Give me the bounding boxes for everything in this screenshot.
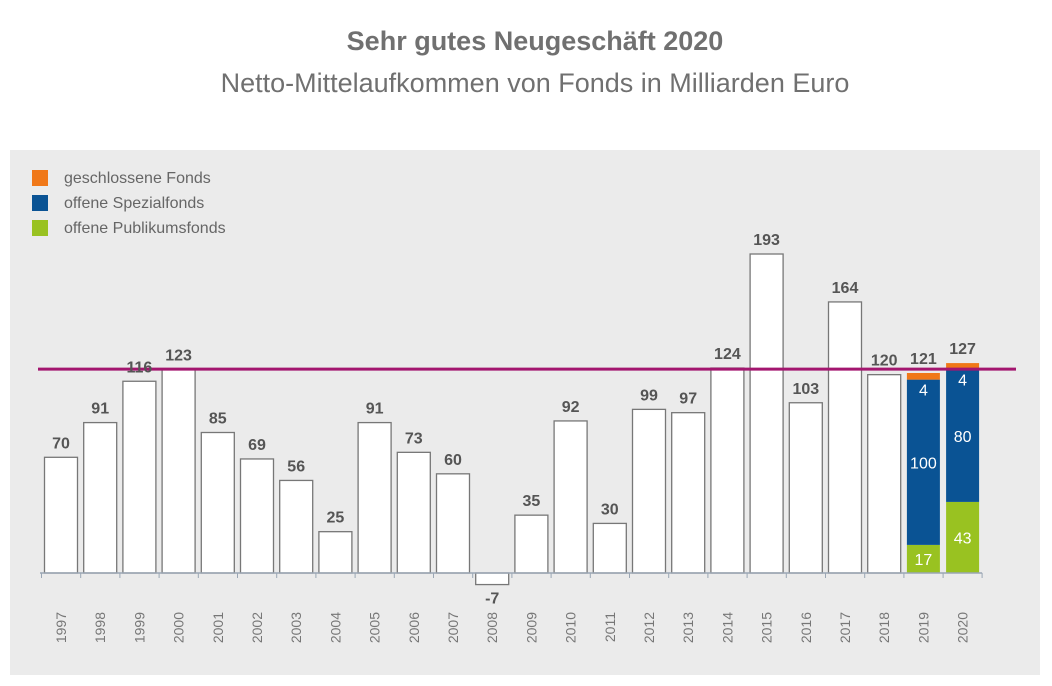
bar-segment-2019 [906, 373, 940, 380]
total-label-2011: 30 [601, 501, 619, 518]
year-label-1997: 1997 [53, 612, 69, 643]
bar-2017 [827, 301, 863, 574]
total-label-1998: 91 [91, 401, 109, 418]
total-label-2013: 97 [679, 391, 697, 408]
segment-label: 4 [919, 383, 928, 400]
year-label-2013: 2013 [680, 612, 696, 643]
total-label-1999: 116 [126, 359, 152, 376]
bar-segment-2020 [946, 501, 980, 573]
total-label-2012: 99 [640, 387, 658, 404]
bar-2004 [318, 531, 353, 574]
legend-swatch [32, 220, 48, 236]
year-label-2009: 2009 [523, 612, 539, 643]
legend-label: offene Spezialfonds [64, 195, 204, 212]
total-label-2007: 60 [444, 452, 462, 469]
bar-2002 [239, 458, 275, 574]
year-label-2000: 2000 [171, 612, 187, 643]
legend-swatch [32, 170, 48, 186]
total-label-2009: 35 [523, 493, 541, 510]
bar-2015 [749, 253, 784, 574]
bar-2008 [475, 572, 510, 586]
bar-2001 [200, 431, 235, 574]
bar-1998 [83, 421, 118, 574]
bar-2010 [553, 420, 588, 574]
total-label-2015: 193 [753, 232, 780, 249]
total-label-2018: 120 [871, 353, 898, 370]
bar-2005 [357, 421, 392, 574]
total-label-2014: 124 [714, 346, 741, 363]
bar-segment-2020 [946, 369, 980, 502]
bar-2003 [279, 479, 314, 574]
bar-1997 [43, 456, 79, 574]
year-label-2004: 2004 [327, 612, 343, 643]
bar-2014 [710, 367, 745, 574]
bar-segment-2019 [906, 379, 940, 545]
year-label-2020: 2020 [955, 612, 971, 643]
legend: geschlossene Fonds offene Spezialfonds off… [32, 170, 226, 237]
bar-segment-2019 [906, 544, 940, 573]
segment-label: 43 [954, 530, 972, 547]
total-label-2006: 73 [405, 430, 423, 447]
segment-label: 4 [958, 373, 967, 390]
total-label-2002: 69 [248, 437, 266, 454]
bars [43, 253, 980, 586]
segment-label: 80 [954, 429, 972, 446]
year-label-2015: 2015 [759, 612, 775, 643]
bar-2013 [671, 412, 706, 574]
bar-1999 [122, 380, 157, 574]
year-label-2005: 2005 [367, 612, 383, 643]
year-label-2001: 2001 [210, 612, 226, 643]
chart-subtitle: Netto-Mittelaufkommen von Fonds in Milli… [220, 68, 850, 98]
total-label-2000: 123 [165, 348, 192, 365]
segment-label: 17 [915, 552, 933, 569]
legend-swatch [32, 195, 48, 211]
total-label-2003: 56 [287, 458, 305, 475]
year-label-2003: 2003 [288, 612, 304, 643]
year-label-2018: 2018 [876, 612, 892, 643]
year-label-2007: 2007 [445, 612, 461, 643]
value-labels: 70 91 116 123 85 69 56 25 91 73 60 -7 35 92 30 99 97 124 1… [52, 232, 976, 608]
chart-title: Sehr gutes Neugeschäft 2020 [346, 26, 724, 56]
year-label-2008: 2008 [484, 612, 500, 643]
total-label-2017: 164 [832, 280, 859, 297]
year-label-2002: 2002 [249, 612, 265, 643]
year-label-2011: 2011 [602, 612, 618, 642]
total-label-2016: 103 [792, 381, 819, 398]
bar-2011 [592, 522, 627, 574]
year-label-2006: 2006 [406, 612, 422, 643]
year-label-1998: 1998 [92, 612, 108, 643]
bar-2018 [867, 374, 902, 574]
bar-2009 [514, 514, 549, 574]
year-label-2016: 2016 [798, 612, 814, 643]
bar-2000 [161, 369, 196, 574]
year-label-2012: 2012 [641, 612, 657, 643]
total-label-2010: 92 [562, 399, 580, 416]
bar-segment-2020 [946, 363, 980, 370]
year-label-1999: 1999 [131, 612, 147, 643]
legend-label: offene Publikumsfonds [64, 220, 226, 237]
year-label-2014: 2014 [719, 612, 735, 643]
total-label-2001: 85 [209, 411, 227, 428]
year-label-2019: 2019 [915, 612, 931, 643]
year-labels: 1997 1998 1999 2000 2001 2002 2003 2004 2005 2006… [53, 612, 971, 643]
total-label-2020: 127 [949, 341, 976, 358]
segment-label: 100 [910, 455, 937, 472]
total-label-1997: 70 [52, 435, 70, 452]
total-label-2004: 25 [327, 510, 345, 527]
year-label-2010: 2010 [563, 612, 579, 643]
bar-2012 [631, 408, 667, 574]
x-ticks [41, 573, 983, 578]
bar-2016 [788, 402, 823, 574]
total-label-2019: 121 [910, 351, 937, 368]
bar-2006 [396, 451, 431, 574]
total-label-2005: 91 [366, 401, 384, 418]
legend-label: geschlossene Fonds [64, 170, 211, 187]
bar-2007 [435, 473, 471, 574]
year-label-2017: 2017 [837, 612, 853, 643]
total-label-2008: -7 [485, 591, 499, 608]
